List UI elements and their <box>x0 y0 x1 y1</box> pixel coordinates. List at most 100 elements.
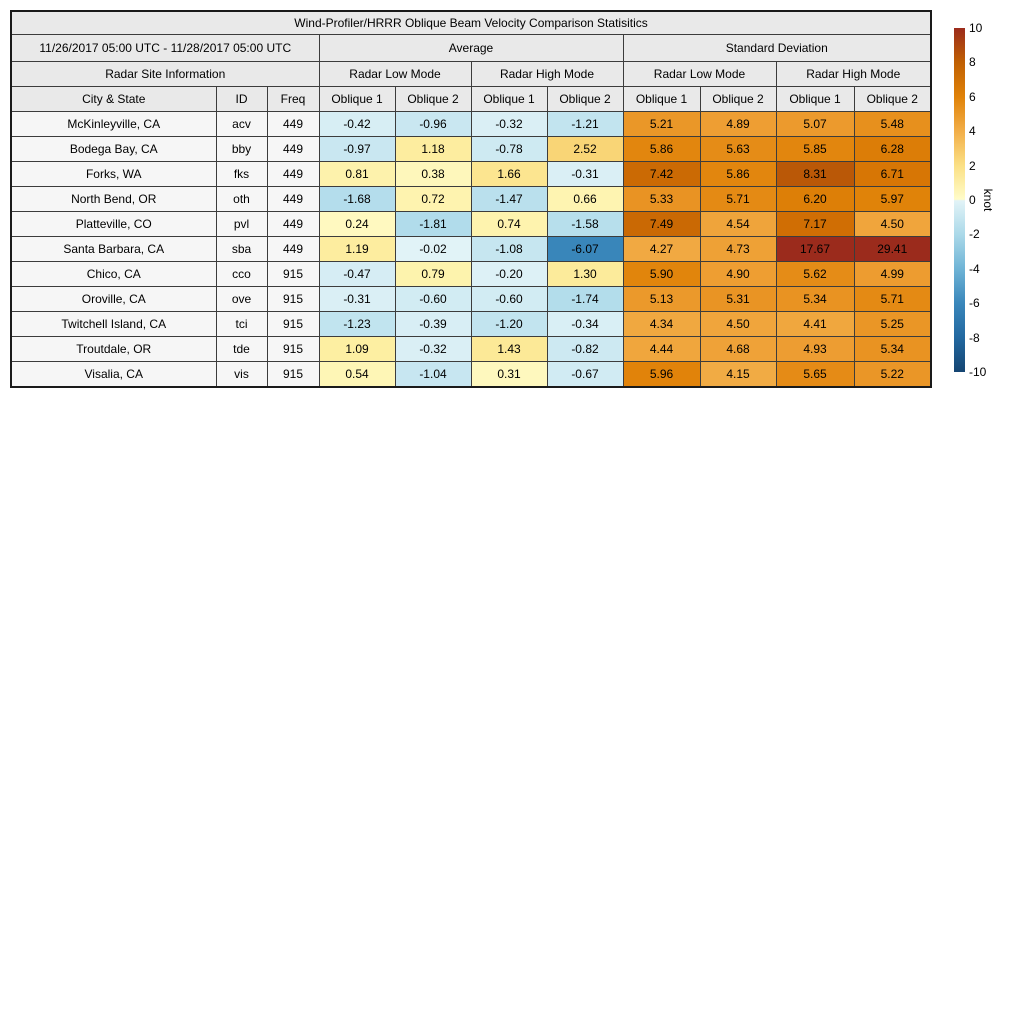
value-cell: 5.86 <box>699 161 777 187</box>
value-cell: 0.72 <box>394 186 472 212</box>
value-cell: 5.21 <box>622 111 701 137</box>
value-cell: -1.21 <box>546 111 624 137</box>
value-cell: 5.34 <box>853 336 932 362</box>
table-row: Twitchell Island, CA tci 915 -1.23 -0.39… <box>10 311 932 337</box>
value-cell: -1.20 <box>470 311 548 337</box>
city-state-cell: Bodega Bay, CA <box>10 136 217 162</box>
colorbar-tick-label: 2 <box>969 158 976 173</box>
site-id-cell: oth <box>215 186 268 212</box>
site-id-cell: bby <box>215 136 268 162</box>
column-header-oblique2: Oblique 2 <box>546 86 624 112</box>
value-cell: 5.96 <box>622 361 701 387</box>
city-state-cell: North Bend, OR <box>10 186 217 212</box>
site-id-cell: tci <box>215 311 268 337</box>
mode-header-avg-high: Radar High Mode <box>470 61 624 87</box>
city-state-cell: McKinleyville, CA <box>10 111 217 137</box>
group-header-average: Average <box>318 34 624 62</box>
colorbar-tick-label: -10 <box>969 365 987 379</box>
value-cell: 8.31 <box>775 161 855 187</box>
value-cell: -0.31 <box>318 286 396 312</box>
value-cell: 4.89 <box>699 111 777 137</box>
site-id-cell: acv <box>215 111 268 137</box>
city-state-cell: Oroville, CA <box>10 286 217 312</box>
site-id-cell: cco <box>215 261 268 287</box>
freq-cell: 915 <box>266 361 320 387</box>
colorbar-tick-label: -6 <box>969 296 980 311</box>
mode-header-row: Radar Site Information Radar Low Mode Ra… <box>10 61 932 87</box>
value-cell: 4.93 <box>775 336 855 362</box>
value-cell: 5.63 <box>699 136 777 162</box>
column-header-oblique1: Oblique 1 <box>470 86 548 112</box>
table-row: Chico, CA cco 915 -0.47 0.79 -0.20 1.30 … <box>10 261 932 287</box>
value-cell: -1.04 <box>394 361 472 387</box>
value-cell: -0.60 <box>394 286 472 312</box>
mode-header-avg-low: Radar Low Mode <box>318 61 472 87</box>
value-cell: -0.31 <box>546 161 624 187</box>
value-cell: -1.58 <box>546 211 624 237</box>
value-cell: 5.48 <box>853 111 932 137</box>
colorbar-tick-label: 6 <box>969 89 976 104</box>
value-cell: 5.13 <box>622 286 701 312</box>
value-cell: 5.07 <box>775 111 855 137</box>
value-cell: -1.68 <box>318 186 396 212</box>
value-cell: -0.20 <box>470 261 548 287</box>
value-cell: 4.50 <box>853 211 932 237</box>
value-cell: 4.99 <box>853 261 932 287</box>
table-row: Troutdale, OR tde 915 1.09 -0.32 1.43 -0… <box>10 336 932 362</box>
group-header-standard-deviation: Standard Deviation <box>622 34 932 62</box>
site-id-cell: pvl <box>215 211 268 237</box>
value-cell: 0.24 <box>318 211 396 237</box>
value-cell: -0.34 <box>546 311 624 337</box>
value-cell: 29.41 <box>853 236 932 262</box>
value-cell: 1.30 <box>546 261 624 287</box>
column-header-oblique1: Oblique 1 <box>318 86 396 112</box>
city-state-cell: Santa Barbara, CA <box>10 236 217 262</box>
freq-cell: 449 <box>266 161 320 187</box>
value-cell: -1.08 <box>470 236 548 262</box>
value-cell: 4.73 <box>699 236 777 262</box>
value-cell: 5.97 <box>853 186 932 212</box>
chart-title: Wind-Profiler/HRRR Oblique Beam Velocity… <box>10 10 932 35</box>
value-cell: 5.34 <box>775 286 855 312</box>
value-cell: 0.79 <box>394 261 472 287</box>
value-cell: 0.31 <box>470 361 548 387</box>
freq-cell: 449 <box>266 236 320 262</box>
value-cell: 1.43 <box>470 336 548 362</box>
value-cell: 4.54 <box>699 211 777 237</box>
value-cell: -1.47 <box>470 186 548 212</box>
value-cell: 7.49 <box>622 211 701 237</box>
value-cell: -1.81 <box>394 211 472 237</box>
value-cell: -0.97 <box>318 136 396 162</box>
column-header-id: ID <box>215 86 268 112</box>
value-cell: 0.38 <box>394 161 472 187</box>
mode-header-std-low: Radar Low Mode <box>622 61 777 87</box>
city-state-cell: Troutdale, OR <box>10 336 217 362</box>
value-cell: -0.02 <box>394 236 472 262</box>
column-header-row: City & State ID Freq Oblique 1 Oblique 2… <box>10 86 932 112</box>
site-id-cell: fks <box>215 161 268 187</box>
value-cell: -0.82 <box>546 336 624 362</box>
colorbar: 10 8 6 4 2 0 -2 -4 -6 -8 -10 knot <box>954 22 1024 378</box>
table-row: Platteville, CO pvl 449 0.24 -1.81 0.74 … <box>10 211 932 237</box>
table-row: Bodega Bay, CA bby 449 -0.97 1.18 -0.78 … <box>10 136 932 162</box>
value-cell: 7.17 <box>775 211 855 237</box>
column-header-oblique1: Oblique 1 <box>622 86 701 112</box>
city-state-cell: Visalia, CA <box>10 361 217 387</box>
column-header-oblique1: Oblique 1 <box>775 86 855 112</box>
value-cell: 4.44 <box>622 336 701 362</box>
value-cell: 4.15 <box>699 361 777 387</box>
value-cell: 4.68 <box>699 336 777 362</box>
value-cell: 6.20 <box>775 186 855 212</box>
statistics-table: Wind-Profiler/HRRR Oblique Beam Velocity… <box>10 10 933 388</box>
value-cell: 0.66 <box>546 186 624 212</box>
column-header-oblique2: Oblique 2 <box>699 86 777 112</box>
value-cell: 5.22 <box>853 361 932 387</box>
site-id-cell: tde <box>215 336 268 362</box>
value-cell: 2.52 <box>546 136 624 162</box>
value-cell: 0.54 <box>318 361 396 387</box>
value-cell: 5.62 <box>775 261 855 287</box>
value-cell: 5.31 <box>699 286 777 312</box>
city-state-cell: Forks, WA <box>10 161 217 187</box>
column-header-oblique2: Oblique 2 <box>394 86 472 112</box>
value-cell: -0.39 <box>394 311 472 337</box>
